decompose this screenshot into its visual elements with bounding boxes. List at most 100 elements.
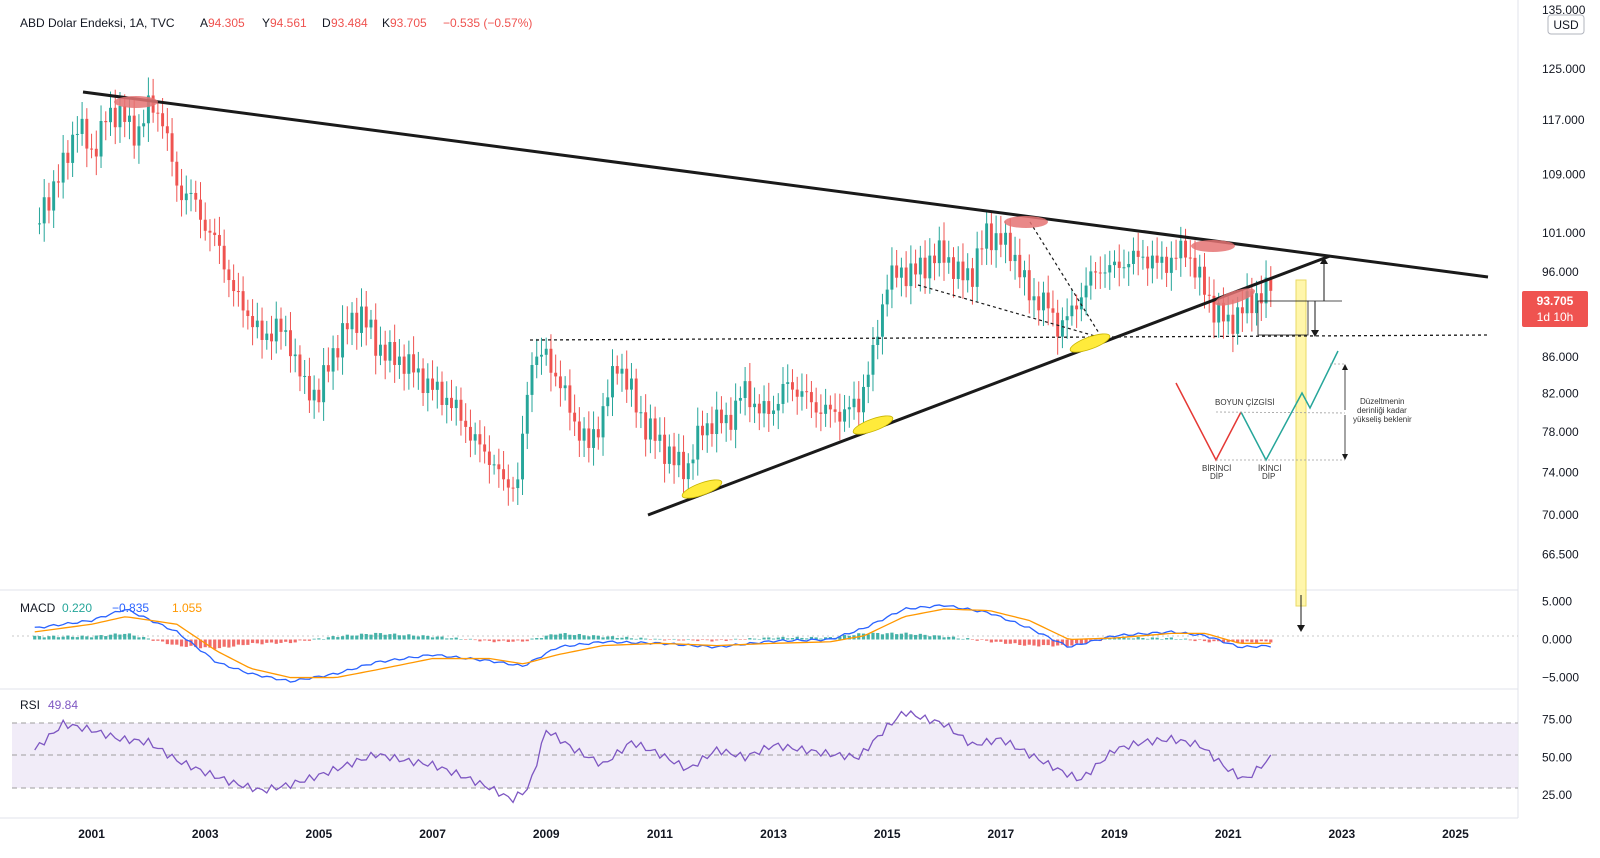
candle-body [146, 95, 150, 124]
macd-hist-bar [1146, 638, 1150, 640]
bottom-marker-2018[interactable] [1068, 330, 1112, 356]
signal-line-value: 1.055 [172, 601, 202, 615]
time-axis[interactable]: 2001 2003 2005 2007 2009 2011 2013 2015 2017 2019… [78, 827, 1469, 841]
candle-body [814, 402, 818, 413]
candle-body [800, 391, 804, 397]
macd-hist-bar [426, 635, 430, 640]
macd-hist-bar [966, 638, 970, 640]
macd-hist-bar [932, 635, 937, 640]
candle-body [288, 330, 292, 357]
macd-hist-bar [715, 639, 719, 641]
currency-button[interactable] [1547, 14, 1585, 35]
candle-body [1165, 256, 1169, 273]
candle-body [809, 392, 813, 403]
macd-hist-bar [914, 634, 918, 640]
candle-body [843, 409, 847, 422]
top-marker-2017[interactable] [1004, 216, 1048, 228]
candle-body [743, 381, 747, 398]
macd-axis[interactable]: 5.000 0.000 −5.000 [1542, 594, 1579, 684]
candle-body [492, 464, 496, 466]
macd-hist-bar [516, 639, 520, 641]
macd-hist-bar [942, 637, 946, 640]
candle-body [1127, 263, 1131, 268]
candle-body [573, 412, 577, 422]
candle-body [109, 107, 112, 123]
bottom-marker-2014[interactable] [851, 412, 895, 438]
dotted-trend-2[interactable] [1029, 221, 1103, 339]
candle-body [175, 161, 179, 186]
candle-body [994, 233, 998, 251]
macd-hist-bar [847, 635, 851, 640]
candle-body [1065, 316, 1069, 321]
ascending-trendline[interactable] [647, 254, 1331, 517]
macd-hist-bar [786, 638, 790, 640]
macd-hist-bar [483, 639, 487, 641]
macd-hist-bar [625, 636, 629, 640]
macd-hist-bar [250, 639, 255, 643]
candle-body [322, 365, 326, 403]
price-tick-label: 70.000 [1542, 508, 1579, 522]
candle-body [350, 312, 354, 330]
macd-hist-bar [1131, 638, 1136, 640]
macd-hist-bar [824, 637, 828, 640]
macd-tick-label: 5.000 [1542, 594, 1572, 608]
macd-hist-bar [1056, 639, 1060, 646]
second-bottom-label-2: DİP [1262, 472, 1275, 481]
candle-body [1004, 232, 1008, 245]
candle-body [1032, 296, 1036, 301]
dotted-trend-1[interactable] [917, 284, 1103, 339]
descending-trendline[interactable] [82, 90, 1489, 279]
double-bottom-box[interactable] [1257, 300, 1309, 336]
candle-body [416, 368, 420, 373]
bottom-marker-2011[interactable] [680, 476, 724, 502]
candle-body [52, 181, 56, 211]
candle-body [85, 118, 89, 149]
candle-body [805, 391, 809, 393]
first-bottom-label-2: DİP [1210, 472, 1223, 481]
candle-body [459, 399, 463, 421]
macd-hist-bar [762, 637, 766, 640]
macd-hist-bar [137, 637, 141, 640]
candle-body [94, 148, 98, 157]
rsi-line [34, 710, 1272, 804]
candle-body [1231, 314, 1235, 334]
neckline-line [1215, 411, 1346, 414]
price-tick-label: 101.000 [1542, 226, 1586, 240]
support-dotted-line[interactable] [529, 334, 1491, 341]
candle-body [577, 421, 581, 441]
macd-hist-bar [525, 639, 529, 642]
candle-body [326, 365, 330, 372]
macd-hist-bar [752, 638, 757, 640]
macd-hist-bar [738, 639, 742, 640]
candle-body [819, 412, 823, 414]
candle-body [667, 446, 671, 464]
macd-hist-bar [530, 638, 534, 640]
price-tick-label: 78.000 [1542, 425, 1579, 439]
top-marker-2020[interactable] [1191, 240, 1235, 252]
highlight-column[interactable] [1295, 279, 1307, 607]
candle-body [549, 348, 553, 373]
macd-hist-bar [397, 635, 401, 640]
macd-hist-bar [951, 636, 956, 640]
price-tag [1522, 291, 1588, 327]
price-tick-label: 125.000 [1542, 62, 1586, 76]
macd-hist-bar [819, 638, 823, 640]
candle-body [648, 418, 652, 440]
candle-body [1108, 265, 1112, 273]
macd-hist-bar [928, 636, 932, 640]
candle-body [895, 265, 899, 278]
break-marker-2020[interactable] [1213, 285, 1257, 309]
candle-body [729, 414, 733, 430]
candle-body [1070, 305, 1074, 317]
macd-hist-bar [686, 639, 690, 640]
rsi-axis[interactable]: 75.00 50.00 25.00 [1542, 712, 1572, 802]
signal-line [34, 608, 1271, 679]
macd-hist-bar [402, 635, 406, 640]
macd-hist-bar [170, 639, 174, 645]
macd-hist-bar [142, 636, 146, 640]
candle-body [1041, 292, 1045, 311]
macd-hist-bar [814, 637, 818, 640]
macd-hist-bar [208, 639, 212, 648]
top-marker-2001[interactable] [114, 96, 158, 108]
candle-body [407, 354, 411, 374]
